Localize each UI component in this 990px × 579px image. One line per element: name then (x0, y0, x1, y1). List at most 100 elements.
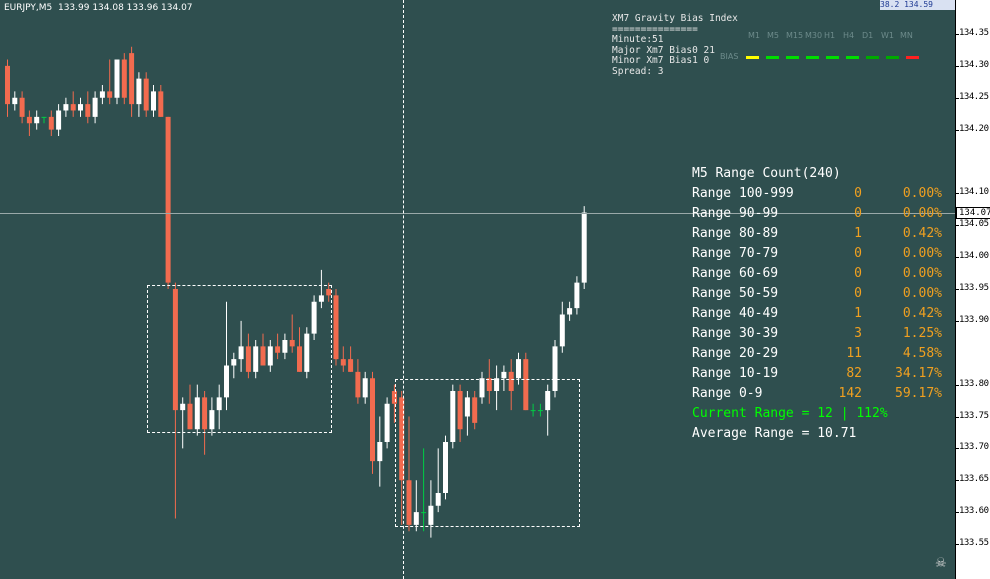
top-right-values: 38.2 134.59 (880, 0, 955, 10)
range-percent: 0.00% (902, 206, 942, 221)
range-count: 0 (854, 286, 862, 301)
candle-body (435, 493, 441, 506)
candle-body (574, 282, 580, 309)
candle-body (253, 346, 259, 372)
range-rows: Range 100-999 0 0.00% Range 90-99 0 0.00% Rang… (692, 184, 942, 404)
candle-body (209, 410, 215, 430)
candle-body (479, 378, 485, 398)
price-tick-label: 133.80 (959, 378, 989, 389)
candle-body (413, 512, 419, 525)
range-row: Range 30-39 3 1.25% (692, 324, 942, 344)
price-tick-label: 133.60 (959, 506, 989, 517)
range-label: Range 70-79 (692, 246, 779, 261)
bias-label: BIAS (720, 52, 739, 61)
candle-body (99, 91, 105, 98)
candle-body (318, 295, 324, 302)
price-tick-label: 134.35 (959, 28, 989, 38)
candle-body (443, 442, 448, 493)
price-tick-mark (956, 289, 959, 290)
candle-body (370, 378, 375, 462)
range-row: Range 40-49 1 0.42% (692, 304, 942, 324)
bias-indicator (766, 56, 779, 59)
candle-body (537, 410, 543, 412)
range-label: Range 90-99 (692, 206, 779, 221)
candle-body (391, 391, 397, 404)
price-tick-label: 133.65 (959, 474, 989, 485)
range-box-1 (147, 285, 332, 433)
bias-indicator (746, 56, 759, 59)
chart-area[interactable]: EURJPY,M5 133.99 134.08 133.96 134.07 38… (0, 0, 955, 579)
price-tick-label: 133.90 (959, 314, 989, 325)
candle-body (26, 116, 32, 124)
range-count: 1 (854, 226, 862, 241)
candle-body (552, 346, 558, 391)
range-count: 3 (854, 326, 862, 341)
candle-body (158, 91, 164, 117)
candle-body (333, 295, 339, 360)
candle-body (326, 289, 332, 296)
candle-body (297, 346, 302, 372)
candle-body (523, 359, 529, 411)
range-count: 82 (846, 366, 862, 381)
candle-body (238, 346, 244, 360)
range-percent: 0.00% (902, 186, 942, 201)
price-tick-mark (956, 65, 959, 67)
average-range: Average Range = 10.71 (692, 426, 857, 441)
bias-indicator (906, 56, 919, 59)
candlestick-chart (5, 46, 587, 538)
price-tick-label: 133.70 (959, 442, 989, 453)
candle-body (559, 314, 565, 347)
bias-indicator (866, 56, 879, 59)
candle-body (464, 397, 470, 417)
candle-body (114, 59, 120, 98)
candle-body (530, 410, 536, 412)
range-row: Range 90-99 0 0.00% (692, 204, 942, 224)
candle-body (348, 359, 354, 372)
timeframe-label: W1 (881, 31, 894, 40)
range-percent: 0.00% (902, 286, 942, 301)
candle-body (19, 97, 25, 117)
timeframe-label: M1 (748, 31, 760, 40)
candle-body (78, 104, 83, 111)
skull-icon: ☠ (935, 556, 947, 571)
candle-body (282, 340, 288, 353)
candle-body (63, 104, 69, 111)
candle-body (377, 442, 383, 462)
range-percent: 0.42% (902, 226, 942, 241)
gbi-major: Major Xm7 Bias0 21 (612, 44, 715, 56)
range-row: Range 100-999 0 0.00% (692, 184, 942, 204)
candle-body (304, 333, 310, 372)
range-row: Range 0-9 142 59.17% (692, 384, 942, 404)
range-label: Range 20-29 (692, 346, 779, 361)
range-title: M5 Range Count(240) (692, 166, 841, 181)
range-percent: 59.17% (895, 386, 942, 401)
range-percent: 0.00% (902, 266, 942, 281)
bias-indicator (826, 56, 839, 59)
range-row: Range 80-89 1 0.42% (692, 224, 942, 244)
bias-indicator (886, 56, 899, 59)
price-tick-mark (956, 544, 959, 545)
candle-body (56, 110, 62, 130)
candle-body (355, 371, 361, 398)
candle-body (180, 403, 186, 411)
range-count: 1 (854, 306, 862, 321)
gbi-title: XM7 Gravity Bias Index (612, 13, 738, 24)
range-row: Range 70-79 0 0.00% (692, 244, 942, 264)
price-axis[interactable]: 134.35 134.30 134.25 134.20 134.10 134.05 134.… (955, 0, 990, 579)
price-tick-mark (956, 480, 959, 482)
candle-body (202, 397, 208, 430)
candle-body (143, 78, 149, 111)
candle-body (311, 301, 317, 334)
candle-body (121, 59, 127, 98)
candle-body (275, 346, 281, 353)
candle-body (450, 391, 456, 442)
candle-body (340, 359, 346, 366)
range-percent: 0.00% (902, 246, 942, 261)
candle-body (92, 97, 98, 117)
range-count: 0 (854, 206, 862, 221)
price-tick-label: 134.30 (959, 59, 989, 70)
range-row: Range 60-69 0 0.00% (692, 264, 942, 284)
candle-body (508, 371, 514, 391)
candle-body (12, 97, 18, 105)
range-label: Range 60-69 (692, 266, 779, 281)
